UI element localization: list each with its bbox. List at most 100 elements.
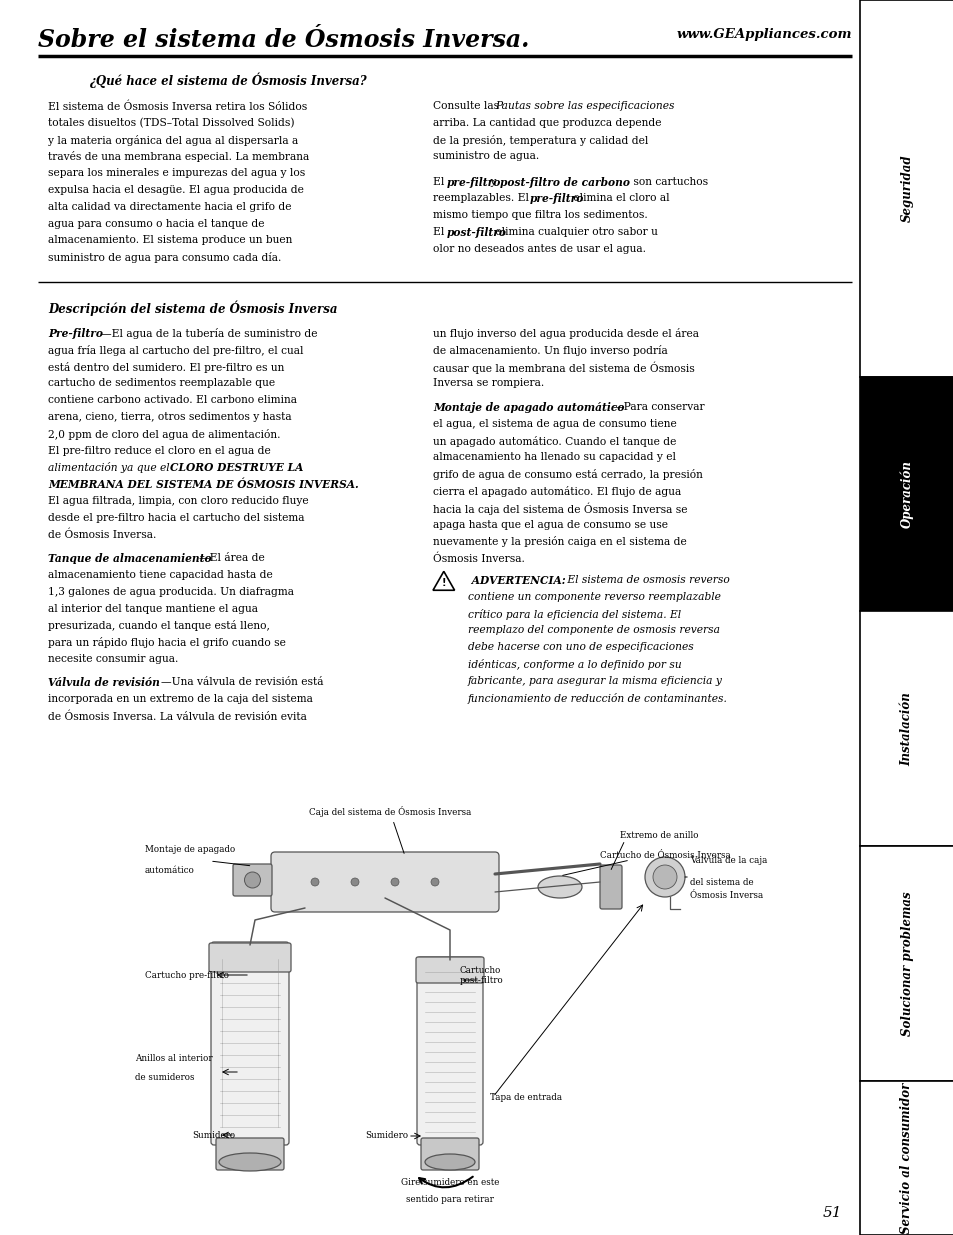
Text: agua fría llega al cartucho del pre-filtro, el cual: agua fría llega al cartucho del pre-filt… xyxy=(48,345,303,356)
Text: Cartucho pre-filtro: Cartucho pre-filtro xyxy=(145,971,229,979)
Text: nuevamente y la presión caiga en el sistema de: nuevamente y la presión caiga en el sist… xyxy=(433,536,686,547)
Text: almacenamiento. El sistema produce un buen: almacenamiento. El sistema produce un bu… xyxy=(48,236,292,246)
Text: —El área de: —El área de xyxy=(199,553,265,563)
Bar xyxy=(859,0,953,377)
Text: Instalación: Instalación xyxy=(900,692,913,766)
FancyBboxPatch shape xyxy=(211,942,289,1145)
Text: olor no deseados antes de usar el agua.: olor no deseados antes de usar el agua. xyxy=(433,243,645,254)
Ellipse shape xyxy=(424,1153,475,1170)
Text: necesite consumir agua.: necesite consumir agua. xyxy=(48,653,178,664)
Text: Válvula de revisión: Válvula de revisión xyxy=(48,678,160,688)
Text: reemplazo del componente de osmosis reversa: reemplazo del componente de osmosis reve… xyxy=(468,625,720,635)
Text: cierra el apagado automático. El flujo de agua: cierra el apagado automático. El flujo d… xyxy=(433,485,680,496)
Text: son cartuchos: son cartuchos xyxy=(629,177,707,186)
Text: Pre-filtro: Pre-filtro xyxy=(48,329,103,338)
Text: 51: 51 xyxy=(821,1207,841,1220)
Bar xyxy=(859,611,953,846)
Text: Solucionar problemas: Solucionar problemas xyxy=(900,890,913,1036)
Text: —Para conservar: —Para conservar xyxy=(613,401,704,412)
Text: El sistema de osmosis reverso: El sistema de osmosis reverso xyxy=(563,576,729,585)
Text: Ósmosis Inversa: Ósmosis Inversa xyxy=(689,890,762,900)
Text: suministro de agua para consumo cada día.: suministro de agua para consumo cada día… xyxy=(48,252,281,263)
Text: cartucho de sedimentos reemplazable que: cartucho de sedimentos reemplazable que xyxy=(48,378,274,388)
Text: y: y xyxy=(486,177,499,186)
Text: al interior del tanque mantiene el agua: al interior del tanque mantiene el agua xyxy=(48,604,257,614)
Text: El: El xyxy=(433,227,447,237)
Text: Pautas sobre las especificaciones: Pautas sobre las especificaciones xyxy=(495,101,674,111)
Text: pre-filtro: pre-filtro xyxy=(529,194,583,205)
Ellipse shape xyxy=(219,1153,281,1171)
Text: Operación: Operación xyxy=(900,461,913,527)
Text: post-filtro: post-filtro xyxy=(459,976,503,986)
Ellipse shape xyxy=(537,876,581,898)
Text: idénticas, conforme a lo definido por su: idénticas, conforme a lo definido por su xyxy=(468,659,681,669)
Text: un apagado automático. Cuando el tanque de: un apagado automático. Cuando el tanque … xyxy=(433,436,676,447)
Text: almacenamiento ha llenado su capacidad y el: almacenamiento ha llenado su capacidad y… xyxy=(433,452,676,462)
Text: El pre-filtro reduce el cloro en el agua de: El pre-filtro reduce el cloro en el agua… xyxy=(48,446,271,456)
Text: arena, cieno, tierra, otros sedimentos y hasta: arena, cieno, tierra, otros sedimentos y… xyxy=(48,412,292,422)
Text: de sumideros: de sumideros xyxy=(135,1073,194,1082)
Text: causar que la membrana del sistema de Ósmosis: causar que la membrana del sistema de Ós… xyxy=(433,362,694,374)
Text: el agua, el sistema de agua de consumo tiene: el agua, el sistema de agua de consumo t… xyxy=(433,419,676,429)
FancyBboxPatch shape xyxy=(215,1137,284,1170)
Text: automático: automático xyxy=(145,866,194,876)
Bar xyxy=(859,846,953,1081)
Text: contiene carbono activado. El carbono elimina: contiene carbono activado. El carbono el… xyxy=(48,395,296,405)
Text: agua para consumo o hacia el tanque de: agua para consumo o hacia el tanque de xyxy=(48,219,264,228)
Text: suministro de agua.: suministro de agua. xyxy=(433,152,538,162)
Text: totales disueltos (TDS–Total Dissolved Solids): totales disueltos (TDS–Total Dissolved S… xyxy=(48,117,294,128)
Text: de Ósmosis Inversa.: de Ósmosis Inversa. xyxy=(48,530,156,540)
Text: Cartucho de Ósmosis Inversa: Cartucho de Ósmosis Inversa xyxy=(599,851,730,860)
Text: almacenamiento tiene capacidad hasta de: almacenamiento tiene capacidad hasta de xyxy=(48,569,273,580)
FancyBboxPatch shape xyxy=(271,852,498,911)
Text: !: ! xyxy=(441,578,446,588)
Text: El: El xyxy=(433,177,447,186)
Circle shape xyxy=(644,857,684,897)
Text: hacia la caja del sistema de Ósmosis Inversa se: hacia la caja del sistema de Ósmosis Inv… xyxy=(433,503,687,515)
Circle shape xyxy=(351,878,358,885)
Text: de almacenamiento. Un flujo inverso podría: de almacenamiento. Un flujo inverso podr… xyxy=(433,345,667,356)
Text: 1,3 galones de agua producida. Un diafragma: 1,3 galones de agua producida. Un diafra… xyxy=(48,587,294,597)
FancyBboxPatch shape xyxy=(416,957,483,983)
Text: separa los minerales e impurezas del agua y los: separa los minerales e impurezas del agu… xyxy=(48,168,305,178)
Text: elimina cualquier otro sabor u: elimina cualquier otro sabor u xyxy=(492,227,658,237)
Text: Extremo de anillo: Extremo de anillo xyxy=(619,831,698,840)
Text: Sumidero: Sumidero xyxy=(192,1130,234,1140)
Text: arriba. La cantidad que produzca depende: arriba. La cantidad que produzca depende xyxy=(433,117,660,127)
Circle shape xyxy=(391,878,398,885)
Text: contiene un componente reverso reemplazable: contiene un componente reverso reemplaza… xyxy=(468,592,720,601)
Text: para un rápido flujo hacia el grifo cuando se: para un rápido flujo hacia el grifo cuan… xyxy=(48,637,286,648)
Circle shape xyxy=(652,864,677,889)
Text: del sistema de: del sistema de xyxy=(689,878,753,887)
Text: Sumidero: Sumidero xyxy=(364,1131,408,1140)
Text: crítico para la eficiencia del sistema. El: crítico para la eficiencia del sistema. … xyxy=(468,609,680,620)
Text: desde el pre-filtro hacia el cartucho del sistema: desde el pre-filtro hacia el cartucho de… xyxy=(48,513,304,522)
Bar xyxy=(859,1081,953,1235)
Text: incorporada en un extremo de la caja del sistema: incorporada en un extremo de la caja del… xyxy=(48,694,313,704)
Text: un flujo inverso del agua producida desde el área: un flujo inverso del agua producida desd… xyxy=(433,329,699,338)
Text: —El agua de la tubería de suministro de: —El agua de la tubería de suministro de xyxy=(101,329,317,338)
Text: través de una membrana especial. La membrana: través de una membrana especial. La memb… xyxy=(48,152,309,162)
Circle shape xyxy=(431,878,438,885)
Text: Inversa se rompiera.: Inversa se rompiera. xyxy=(433,378,543,388)
Text: Seguridad: Seguridad xyxy=(900,154,913,222)
Text: Cartucho: Cartucho xyxy=(459,966,501,974)
Text: debe hacerse con uno de especificaciones: debe hacerse con uno de especificaciones xyxy=(468,642,693,652)
Text: está dentro del sumidero. El pre-filtro es un: está dentro del sumidero. El pre-filtro … xyxy=(48,362,284,373)
Text: ADVERTENCIA:: ADVERTENCIA: xyxy=(468,576,565,585)
Text: pre-filtro: pre-filtro xyxy=(446,177,500,188)
Text: Gire sumidero en este: Gire sumidero en este xyxy=(400,1178,498,1187)
Text: de la presión, temperatura y calidad del: de la presión, temperatura y calidad del xyxy=(433,135,648,146)
Text: El sistema de Ósmosis Inversa retira los Sólidos: El sistema de Ósmosis Inversa retira los… xyxy=(48,101,307,111)
Text: Servicio al consumidor: Servicio al consumidor xyxy=(900,1082,913,1234)
Text: presurizada, cuando el tanque está lleno,: presurizada, cuando el tanque está lleno… xyxy=(48,620,270,631)
FancyBboxPatch shape xyxy=(416,957,482,1145)
Text: Caja del sistema de Ósmosis Inversa: Caja del sistema de Ósmosis Inversa xyxy=(309,806,471,853)
Text: reemplazables. El: reemplazables. El xyxy=(433,194,532,204)
Text: Valvula de la caja: Valvula de la caja xyxy=(689,856,766,864)
Text: alta calidad va directamente hacia el grifo de: alta calidad va directamente hacia el gr… xyxy=(48,201,292,211)
Text: Anillos al interior: Anillos al interior xyxy=(135,1053,213,1063)
Bar xyxy=(859,377,953,611)
Text: MEMBRANA DEL SISTEMA DE ÓSMOSIS INVERSA.: MEMBRANA DEL SISTEMA DE ÓSMOSIS INVERSA. xyxy=(48,479,358,490)
Text: ¿Qué hace el sistema de Ósmosis Inversa?: ¿Qué hace el sistema de Ósmosis Inversa? xyxy=(89,73,366,89)
